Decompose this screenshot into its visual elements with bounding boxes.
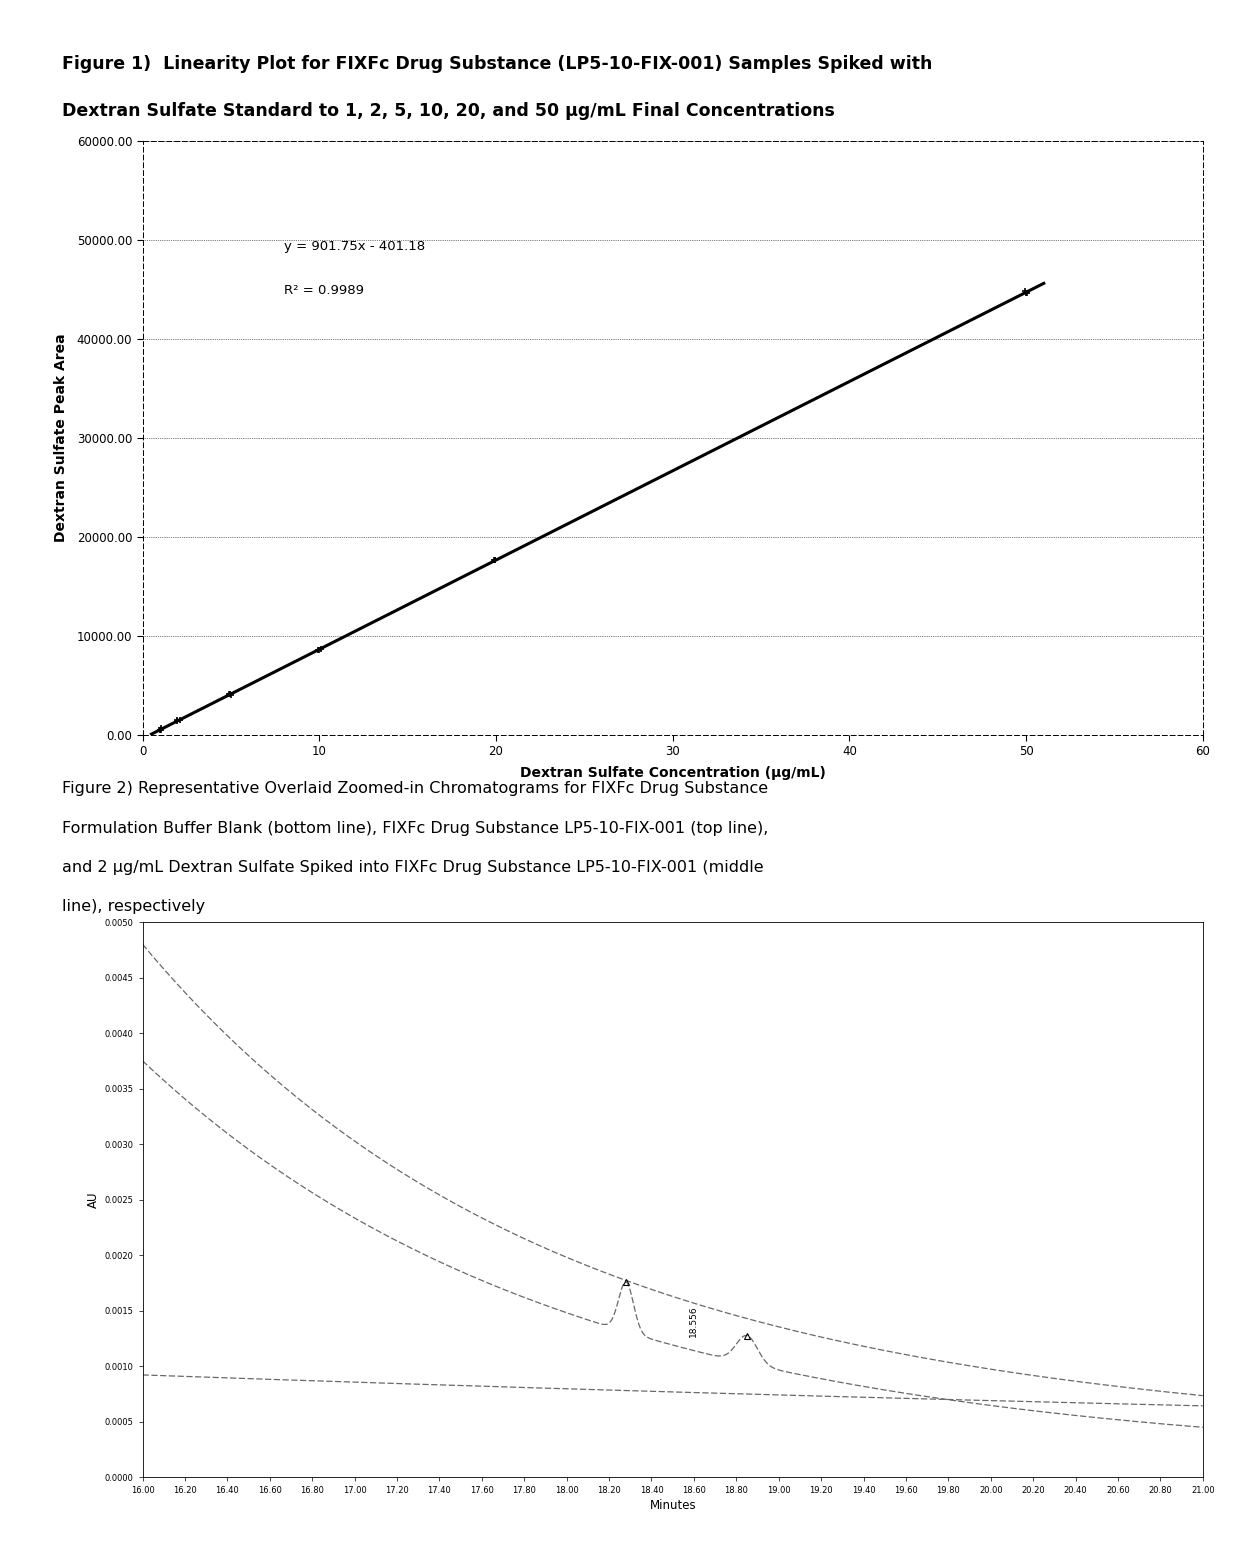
Point [151,716,171,741]
Point [218,681,238,706]
Point [222,683,242,708]
X-axis label: Dextran Sulfate Concentration (μg/mL): Dextran Sulfate Concentration (μg/mL) [520,766,826,780]
Point [167,708,187,733]
Point [1016,278,1035,303]
Point [485,547,505,572]
Text: y = 901.75x - 401.18: y = 901.75x - 401.18 [284,239,425,253]
Text: Formulation Buffer Blank (bottom line), FIXFc Drug Substance LP5-10-FIX-001 (top: Formulation Buffer Blank (bottom line), … [62,821,769,836]
X-axis label: Minutes: Minutes [650,1499,696,1513]
Point [150,717,170,742]
Point [1017,281,1037,306]
Text: 18.556: 18.556 [688,1305,698,1338]
Point [151,717,171,742]
Text: and 2 μg/mL Dextran Sulfate Spiked into FIXFc Drug Substance LP5-10-FIX-001 (mid: and 2 μg/mL Dextran Sulfate Spiked into … [62,860,764,875]
Text: line), respectively: line), respectively [62,899,205,914]
Y-axis label: Dextran Sulfate Peak Area: Dextran Sulfate Peak Area [55,333,68,542]
Point [485,547,505,572]
Point [1016,281,1035,306]
Point [167,708,187,733]
Point [308,638,327,663]
Y-axis label: AU: AU [87,1191,100,1208]
Point [170,708,190,733]
Point [311,638,331,663]
Text: Figure 2) Representative Overlaid Zoomed-in Chromatograms for FIXFc Drug Substan: Figure 2) Representative Overlaid Zoomed… [62,782,768,797]
Point [219,681,239,706]
Point [485,547,505,572]
Text: Dextran Sulfate Standard to 1, 2, 5, 10, 20, and 50 μg/mL Final Concentrations: Dextran Sulfate Standard to 1, 2, 5, 10,… [62,102,835,120]
Text: Figure 1)  Linearity Plot for FIXFc Drug Substance (LP5-10-FIX-001) Samples Spik: Figure 1) Linearity Plot for FIXFc Drug … [62,55,932,73]
Point [310,638,330,663]
Text: R² = 0.9989: R² = 0.9989 [284,284,365,297]
